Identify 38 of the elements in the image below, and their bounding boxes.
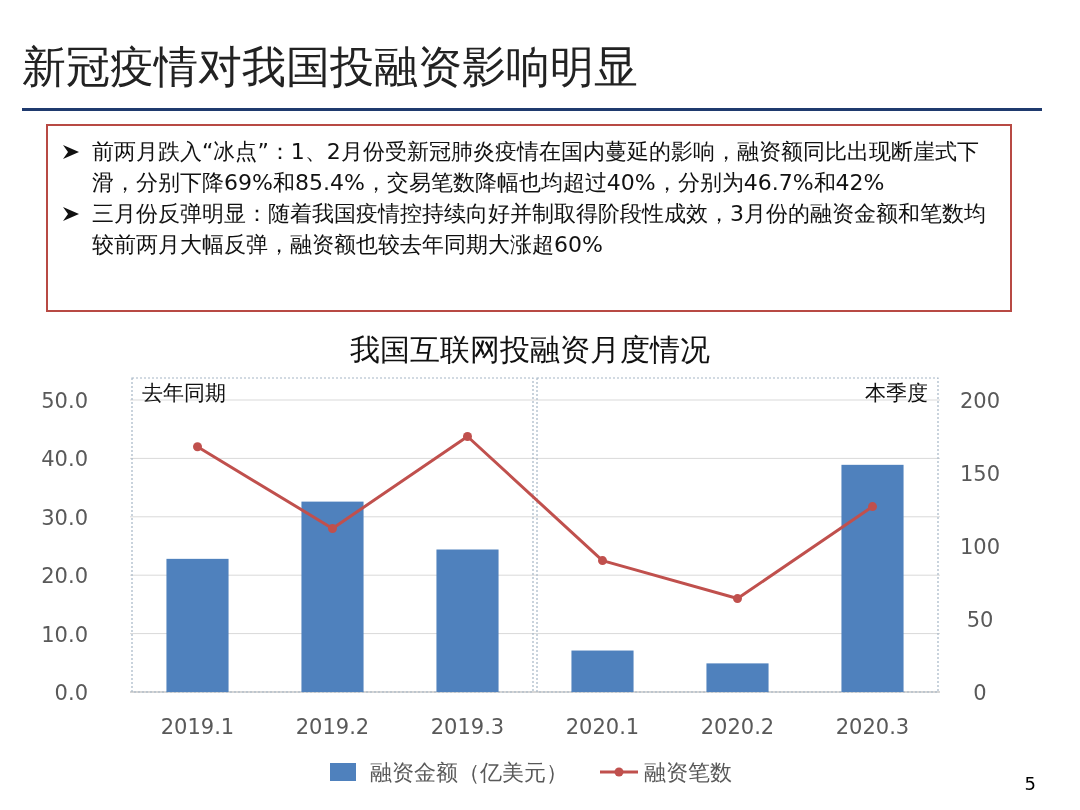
point: [193, 442, 202, 452]
y2-tick-label: 200: [959, 389, 1001, 413]
y2-tick-label: 150: [959, 462, 1001, 486]
bar: [706, 663, 769, 692]
y2-tick-label: 50: [966, 608, 994, 632]
text: 三月份反弹明显：随着我国疫情控持续向好并制取得阶段性成效，3月份的融资金额和笔数均较前两月大幅反弹，融资额也较去年同期大涨超60%: [92, 201, 986, 257]
bar: [436, 549, 499, 692]
annotation: 本季度: [865, 381, 928, 405]
x-tick-label: 2019.2: [295, 715, 370, 739]
x-tick-label: 2020.2: [700, 715, 775, 739]
x-tick-label: 2019.3: [430, 715, 505, 739]
legend-label: 融资笔数: [644, 760, 732, 785]
bar: [571, 650, 634, 692]
bar: [166, 558, 229, 692]
y-tick-label: 40.0: [41, 447, 88, 472]
point: [868, 502, 877, 512]
y-tick-label: 50.0: [41, 389, 88, 413]
x-tick-label: 2020.3: [835, 715, 910, 739]
point: [733, 594, 742, 604]
y-tick-label: 10.0: [41, 622, 88, 647]
y-tick-label: 20.0: [41, 564, 88, 589]
y-tick-label: 0.0: [54, 681, 88, 705]
bar: [301, 501, 364, 692]
text: 5: [1024, 773, 1036, 794]
point: [328, 523, 337, 533]
chart-subtitle: 我国互联网投融资月度情况: [350, 332, 710, 367]
x-tick-label: 2019.1: [160, 715, 235, 739]
y2-tick-label: 100: [959, 535, 1001, 559]
annotation: 去年同期: [142, 381, 226, 405]
x-tick-label: 2020.1: [565, 715, 640, 739]
chart-title: 新冠疫情对我国投融资影响明显: [22, 40, 638, 94]
text: 前两月跌入“冰点”：1、2月份受新冠肺炎疫情在国内蔓延的影响，融资额同比出现断崖式下滑，分别下降69%和85.4%，交易笔数降幅也均超过40%，分别为46.7%和42%: [92, 139, 979, 195]
legend-label: 融资金额（亿美元）: [370, 760, 568, 785]
bar: [841, 464, 904, 692]
point: [463, 432, 472, 441]
y-tick-label: 30.0: [41, 505, 88, 530]
y2-tick-label: 0: [973, 681, 987, 705]
point: [598, 556, 607, 566]
